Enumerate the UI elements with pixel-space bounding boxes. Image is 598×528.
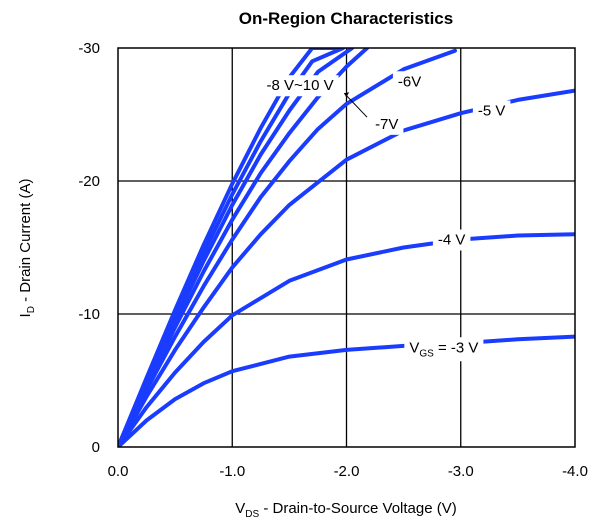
leader-arrow [343,92,368,118]
series-line [118,232,575,447]
series-line [118,48,338,447]
y-axis-label: ID - Drain Current (A) [17,179,37,318]
curve-label-background [370,113,404,135]
y-axis-label-main: I [17,313,34,317]
x-axis-label-subscript: DS [245,509,259,520]
series-line [118,88,575,447]
x-tick-label: -1.0 [219,463,245,480]
y-tick-label: -20 [78,173,100,190]
curve-label: -4 V [438,232,466,249]
curve-label: -7V [375,116,398,133]
leader-arrow-head [344,92,350,98]
x-tick-label: -2.0 [334,463,360,480]
curve-label-background [472,100,511,122]
x-tick-label: -3.0 [448,463,474,480]
curve-label-background [404,337,484,362]
x-tick-label: 0.0 [108,463,129,480]
y-axis-label-subscript: D [26,306,37,313]
curve-label: -5 V [478,103,506,120]
x-axis-label: VDS - Drain-to-Source Voltage (V) [235,500,457,520]
curve-label-background [432,229,471,251]
chart-title: On-Region Characteristics [239,9,453,28]
y-tick-label: -30 [78,40,100,57]
curve-label: -8 V~10 V [267,77,334,94]
y-axis-label-rest: - Drain Current (A) [17,179,34,307]
curve-label-background [261,75,339,97]
plot-frame [117,47,576,448]
x-axis-label-rest: - Drain-to-Source Voltage (V) [259,500,457,517]
y-tick-label: 0 [92,439,100,456]
series-line [118,48,457,447]
x-axis-label-main: V [235,500,245,517]
x-tick-label: -4.0 [562,463,588,480]
y-tick-label: -10 [78,306,100,323]
curve-label-background [392,71,427,93]
curve-label: VGS = -3 V [409,339,478,359]
curve-label: -6V [398,73,421,90]
